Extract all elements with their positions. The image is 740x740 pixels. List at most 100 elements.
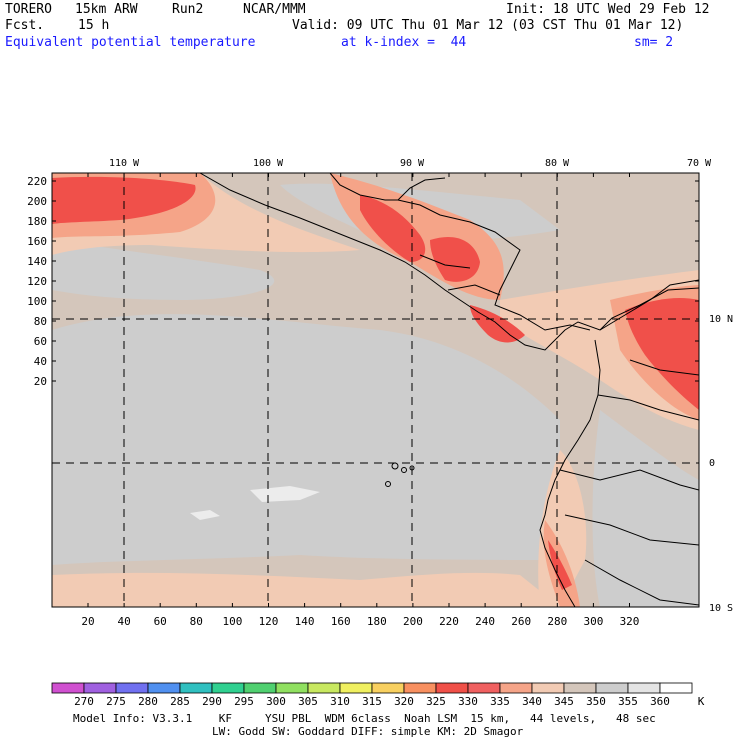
longitude-label: 100 W bbox=[253, 158, 284, 169]
y-tick-label: 220 bbox=[27, 175, 47, 188]
y-tick-label: 120 bbox=[27, 275, 47, 288]
latitude-label: 10 S bbox=[709, 603, 733, 614]
y-tick-label: 80 bbox=[34, 315, 47, 328]
colorbar-level-label: 295 bbox=[234, 695, 254, 708]
galapagos-islands-3 bbox=[385, 481, 391, 487]
border-lines bbox=[419, 254, 699, 606]
coastline-north-sa bbox=[599, 287, 699, 331]
colorbar-level-label: 330 bbox=[458, 695, 478, 708]
run-label: Run2 bbox=[172, 2, 204, 17]
colorbar-swatch bbox=[115, 682, 149, 694]
field-name: Equivalent potential temperature bbox=[5, 35, 256, 50]
colorbar-swatch bbox=[563, 682, 597, 694]
colorbar-level-label: 335 bbox=[490, 695, 510, 708]
x-tick-label: 180 bbox=[367, 615, 387, 628]
colorbar-level-label: 355 bbox=[618, 695, 638, 708]
colorbar-swatch bbox=[243, 682, 277, 694]
y-tick-label: 180 bbox=[27, 215, 47, 228]
field-hot-2 bbox=[360, 195, 426, 262]
galapagos-islands-2 bbox=[401, 467, 407, 473]
colorbar-level-label: 300 bbox=[266, 695, 286, 708]
x-tick-label: 240 bbox=[475, 615, 495, 628]
x-tick-label: 60 bbox=[154, 615, 167, 628]
x-tick-label: 20 bbox=[81, 615, 94, 628]
coastline-yucatan bbox=[329, 173, 446, 201]
colorbar-level-label: 345 bbox=[554, 695, 574, 708]
colorbar-swatch bbox=[211, 682, 245, 694]
colorbar-swatch bbox=[307, 682, 341, 694]
colorbar-swatch bbox=[595, 682, 629, 694]
forecast-hour: 15 h bbox=[78, 18, 110, 33]
field-hot-5 bbox=[625, 298, 699, 410]
field-coolest-2 bbox=[190, 510, 220, 520]
colorbar-swatch bbox=[83, 682, 117, 694]
forecast-label: Fcst. bbox=[5, 18, 45, 33]
x-tick-label: 200 bbox=[403, 615, 423, 628]
colorbar-level-label: 315 bbox=[362, 695, 382, 708]
colorbar-swatch bbox=[435, 682, 469, 694]
x-tick-label: 140 bbox=[295, 615, 315, 628]
x-tick-label: 260 bbox=[511, 615, 531, 628]
valid-time: Valid: 09 UTC Thu 01 Mar 12 (03 CST Thu … bbox=[292, 18, 684, 33]
latitude-label: 10 N bbox=[709, 314, 733, 325]
physics-info: LW: Godd SW: Goddard DIFF: simple KM: 2D… bbox=[212, 725, 524, 738]
coastline-caribbean bbox=[397, 199, 591, 331]
colorbar-level-label: 350 bbox=[586, 695, 606, 708]
y-tick-label: 100 bbox=[27, 295, 47, 308]
colorbar-swatch bbox=[531, 682, 565, 694]
colorbar-level-label: 320 bbox=[394, 695, 414, 708]
colorbar-level-label: 285 bbox=[170, 695, 190, 708]
y-tick-label: 20 bbox=[34, 375, 47, 388]
y-tick-label: 60 bbox=[34, 335, 47, 348]
colorbar-swatch bbox=[179, 682, 213, 694]
colorbar-level-label: 305 bbox=[298, 695, 318, 708]
latitude-label: 0 bbox=[709, 458, 715, 469]
x-tick-label: 320 bbox=[620, 615, 640, 628]
coastline-south-america-west bbox=[539, 339, 601, 607]
field-cool-sa bbox=[592, 410, 699, 607]
colorbar-unit: K bbox=[698, 695, 705, 708]
colorbar-swatch bbox=[467, 682, 501, 694]
y-tick-label: 140 bbox=[27, 255, 47, 268]
field-hot-6 bbox=[548, 540, 572, 590]
colorbar-swatch bbox=[627, 682, 661, 694]
model-resolution: 15km ARW bbox=[75, 2, 138, 17]
longitude-label: 110 W bbox=[109, 158, 140, 169]
colorbar-level-label: 340 bbox=[522, 695, 542, 708]
field-warm-south bbox=[52, 572, 560, 607]
model-name: TORERO bbox=[5, 2, 52, 17]
colorbar-level-label: 310 bbox=[330, 695, 350, 708]
x-tick-label: 40 bbox=[117, 615, 130, 628]
colorbar-swatch bbox=[51, 682, 85, 694]
x-tick-label: 300 bbox=[583, 615, 603, 628]
colorbar-swatch bbox=[275, 682, 309, 694]
coastline-mexico-central-america bbox=[199, 173, 699, 351]
longitude-label: 70 W bbox=[687, 158, 712, 169]
field-hot-1 bbox=[52, 176, 196, 224]
colorbar-level-label: 290 bbox=[202, 695, 222, 708]
colorbar-level-label: 270 bbox=[74, 695, 94, 708]
x-tick-label: 160 bbox=[331, 615, 351, 628]
org-label: NCAR/MMM bbox=[243, 2, 306, 17]
colorbar-level-label: 325 bbox=[426, 695, 446, 708]
x-tick-label: 100 bbox=[222, 615, 242, 628]
y-tick-label: 40 bbox=[34, 355, 47, 368]
x-tick-label: 120 bbox=[259, 615, 279, 628]
field-cool-band bbox=[52, 314, 560, 565]
colorbar-level-label: 275 bbox=[106, 695, 126, 708]
level-label: at k-index = 44 bbox=[341, 35, 467, 50]
colorbar-swatch bbox=[371, 682, 405, 694]
smoothing-label: sm= 2 bbox=[634, 35, 674, 50]
x-tick-label: 80 bbox=[190, 615, 203, 628]
colorbar-level-label: 280 bbox=[138, 695, 158, 708]
longitude-label: 90 W bbox=[400, 158, 425, 169]
colorbar-swatch bbox=[659, 682, 693, 694]
init-time: Init: 18 UTC Wed 29 Feb 12 bbox=[506, 2, 710, 17]
model-info: Model Info: V3.3.1 KF YSU PBL WDM 6class… bbox=[73, 712, 656, 725]
y-tick-label: 200 bbox=[27, 195, 47, 208]
colorbar-swatch bbox=[339, 682, 373, 694]
colorbar-swatch bbox=[147, 682, 181, 694]
longitude-label: 80 W bbox=[545, 158, 570, 169]
map-frame bbox=[51, 172, 700, 608]
